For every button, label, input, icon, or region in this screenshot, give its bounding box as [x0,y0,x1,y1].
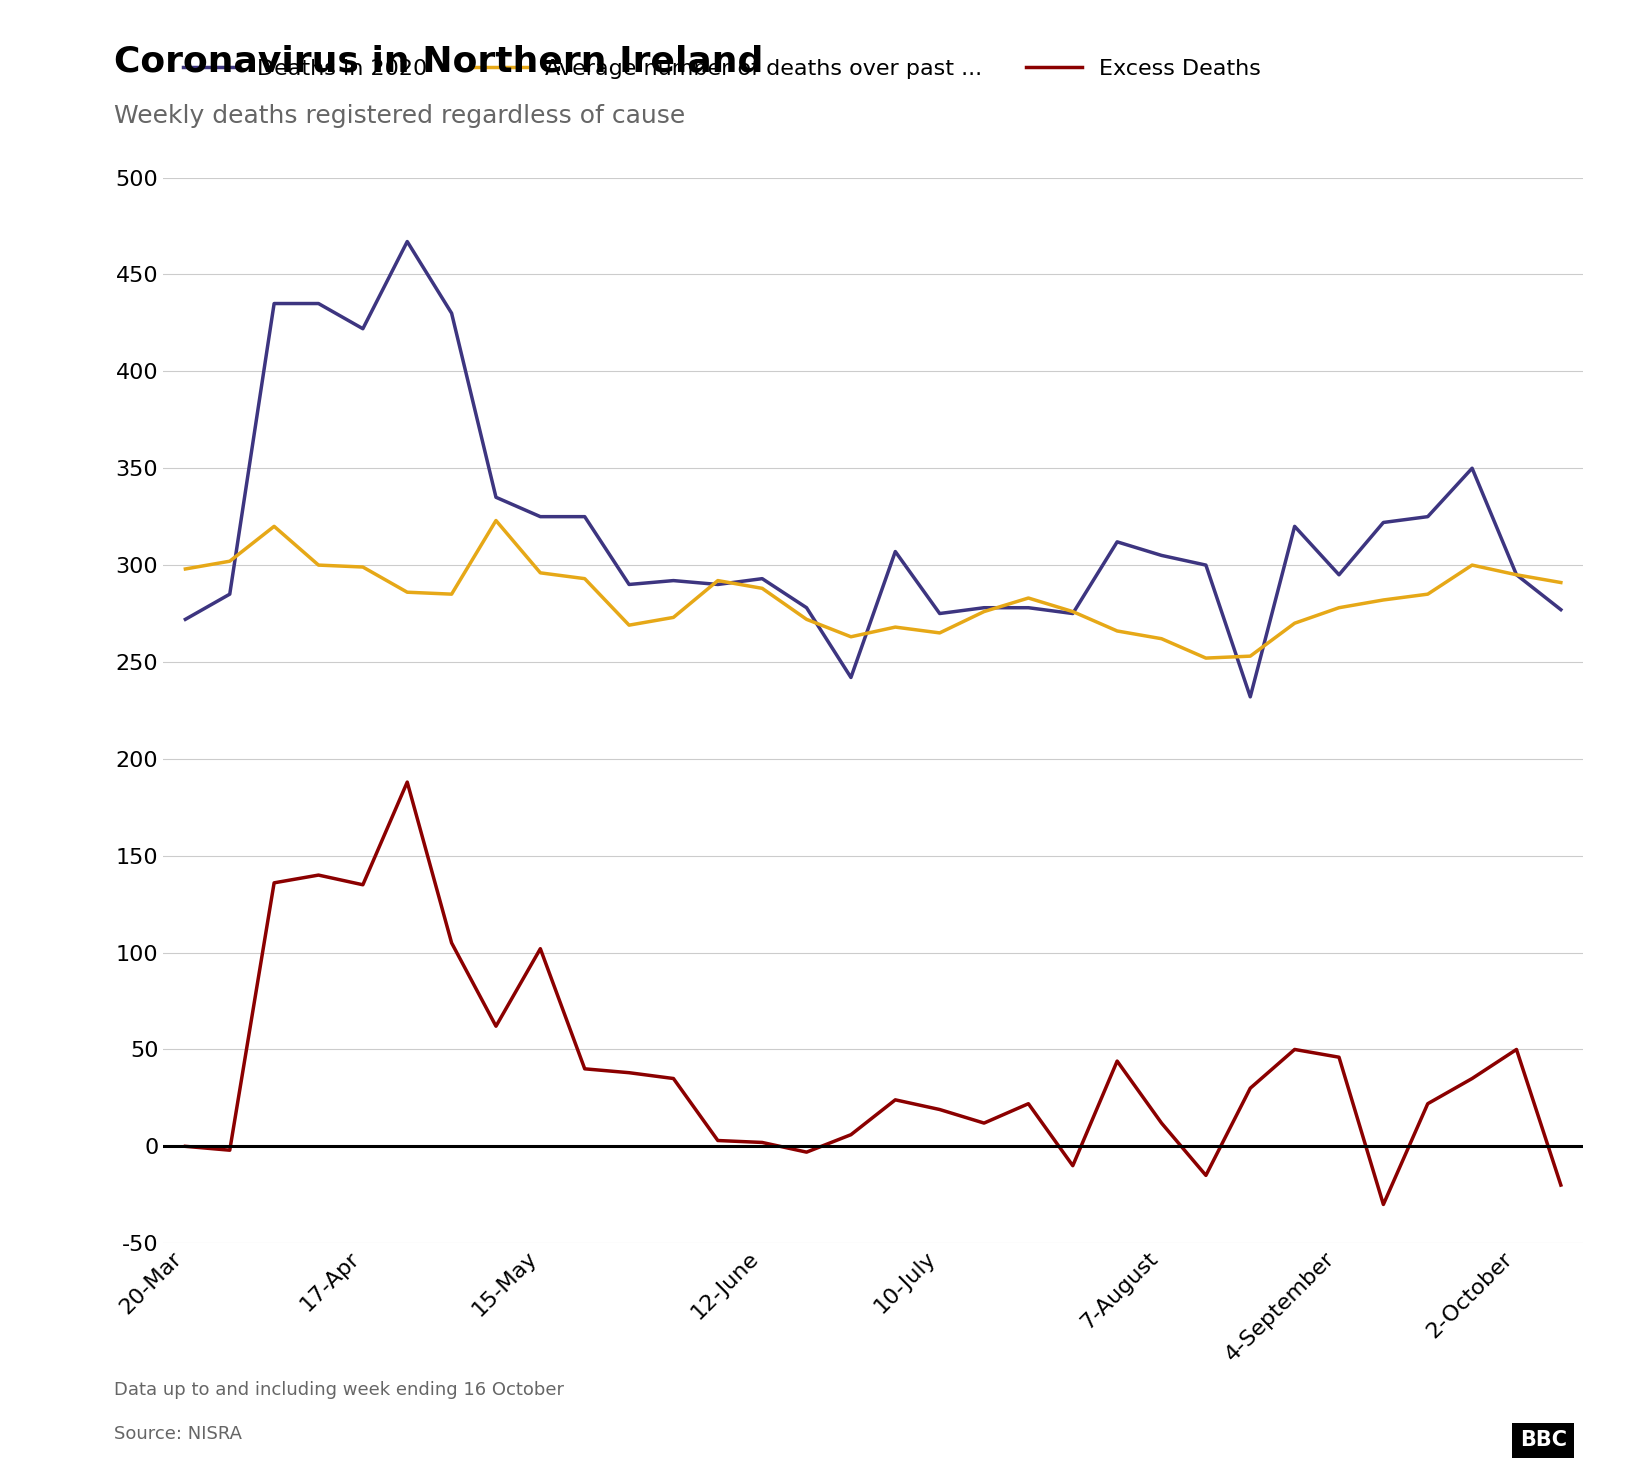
Text: Weekly deaths registered regardless of cause: Weekly deaths registered regardless of c… [114,104,685,127]
Legend: Deaths in 2020, Average number of deaths over past ..., Excess Deaths: Deaths in 2020, Average number of deaths… [175,50,1270,87]
Text: Data up to and including week ending 16 October: Data up to and including week ending 16 … [114,1381,565,1399]
Text: Coronavirus in Northern Ireland: Coronavirus in Northern Ireland [114,44,764,78]
Text: Source: NISRA: Source: NISRA [114,1425,242,1443]
Text: BBC: BBC [1519,1430,1567,1450]
